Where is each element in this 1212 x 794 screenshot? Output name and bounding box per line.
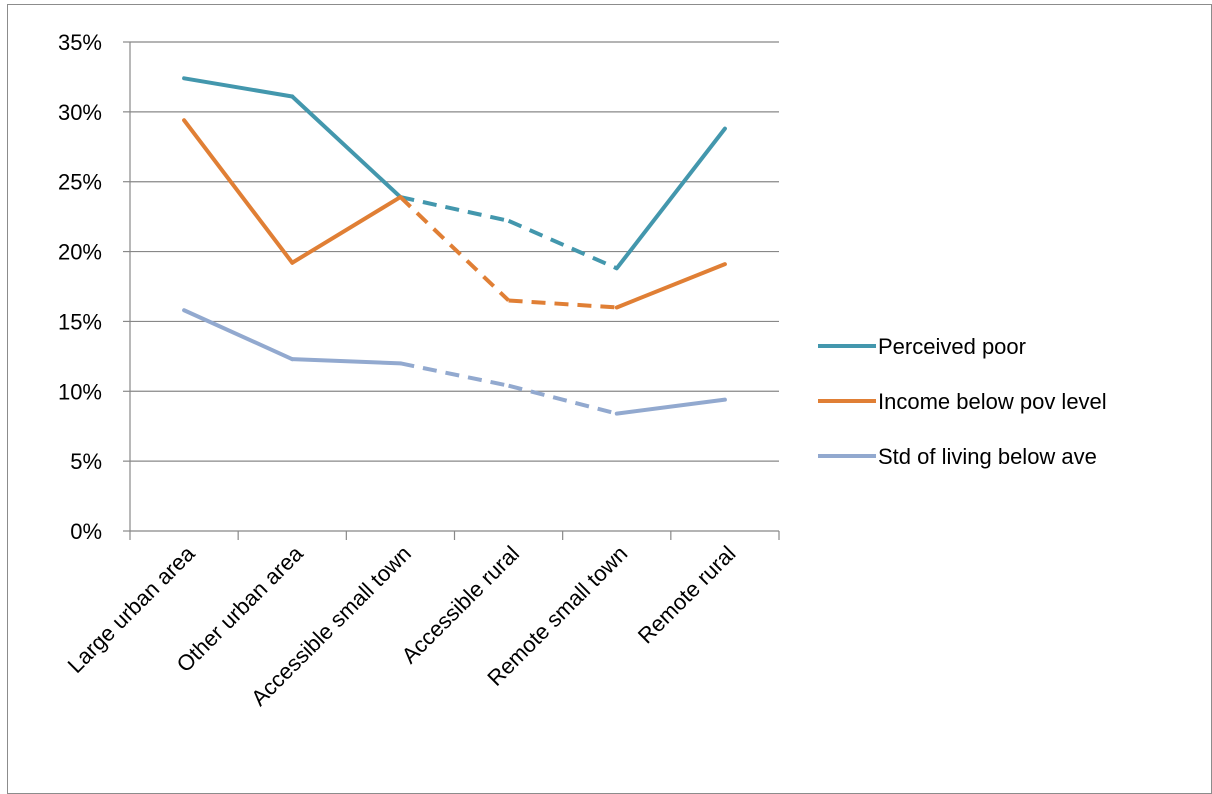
y-tick-label: 35%: [58, 30, 102, 55]
y-tick-label: 30%: [58, 100, 102, 125]
y-tick-label: 10%: [58, 379, 102, 404]
series-segment: [617, 400, 725, 414]
series-segment: [400, 197, 508, 221]
legend-label: Perceived poor: [878, 334, 1026, 359]
series-segment: [509, 386, 617, 414]
series-segment: [184, 120, 292, 263]
series-segment: [400, 363, 508, 385]
x-tick-label: Remote rural: [633, 541, 741, 649]
series-segment: [292, 359, 400, 363]
series-segment: [617, 129, 725, 269]
y-tick-label: 0%: [70, 519, 102, 544]
series-segment: [292, 197, 400, 263]
y-tick-label: 25%: [58, 170, 102, 195]
y-tick-label: 20%: [58, 240, 102, 265]
series-segment: [617, 264, 725, 307]
series-segment: [400, 197, 508, 300]
series-segment: [184, 310, 292, 359]
legend-label: Std of living below ave: [878, 444, 1097, 469]
legend-label: Income below pov level: [878, 389, 1107, 414]
series-segment: [509, 221, 617, 269]
y-tick-label: 5%: [70, 449, 102, 474]
series-segment: [509, 300, 617, 307]
y-tick-label: 15%: [58, 309, 102, 334]
series-segment: [184, 78, 292, 96]
